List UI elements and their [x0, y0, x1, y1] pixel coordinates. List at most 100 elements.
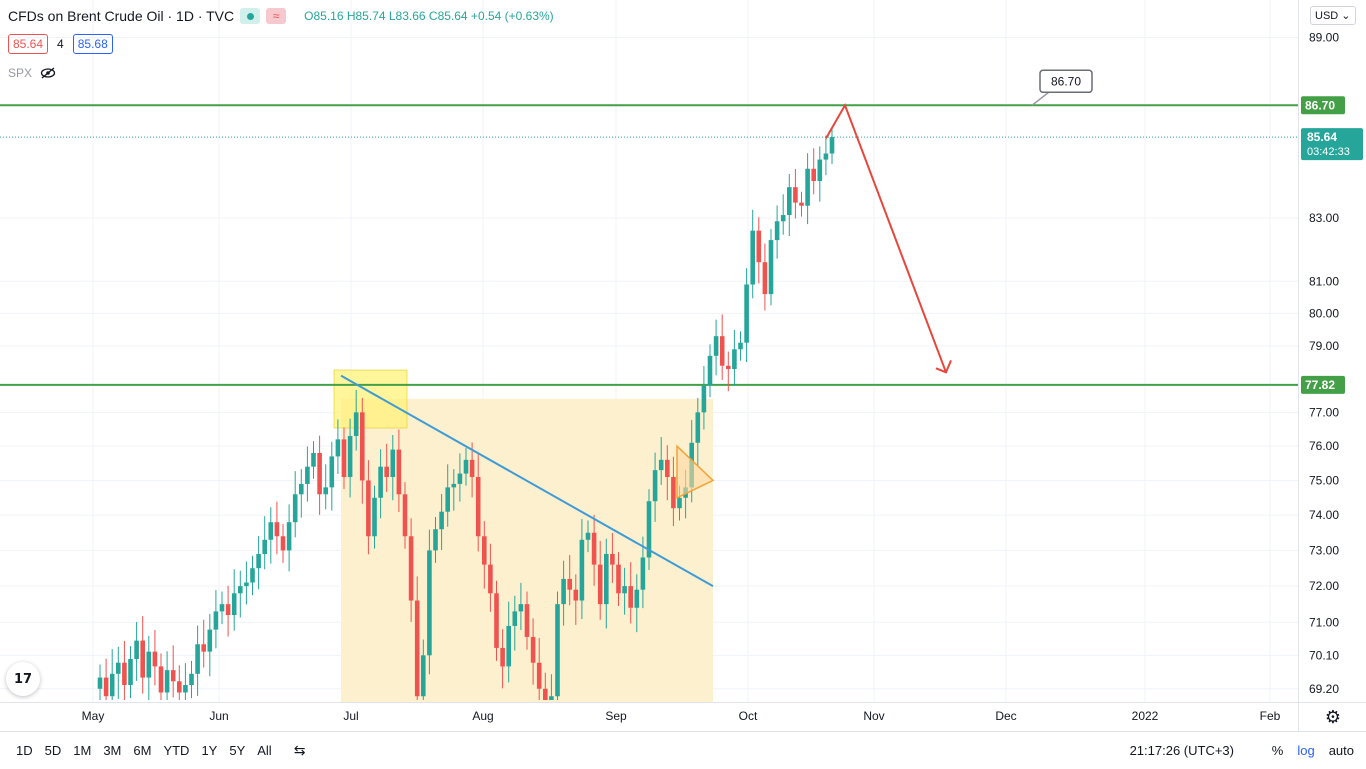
candle-body [774, 221, 780, 241]
candle-body [793, 187, 798, 203]
candle-body [201, 644, 206, 652]
candle-body [213, 611, 219, 630]
pennant-triangle [676, 444, 715, 499]
percent-scale-button[interactable]: % [1271, 743, 1284, 758]
candle-body [457, 473, 463, 484]
clock[interactable]: 21:17:26 (UTC+3) [1129, 743, 1234, 758]
candle-body [780, 215, 786, 222]
candle-body [353, 412, 359, 436]
timeframe-5d[interactable]: 5D [44, 743, 62, 758]
candle-body [829, 137, 835, 154]
timeframe-6m[interactable]: 6M [133, 743, 152, 758]
candle-body [652, 470, 658, 502]
timeframe-3m[interactable]: 3M [103, 743, 122, 758]
candle-body [512, 611, 518, 626]
time-axis-labels: May Jun Jul Aug Sep Oct Nov Dec 2022 Feb [82, 709, 1281, 723]
candle-body [427, 550, 432, 656]
candle-body [323, 487, 328, 495]
candle-body [536, 662, 542, 689]
candle-body [695, 412, 701, 443]
chart-canvas[interactable]: 86.70 [0, 0, 1298, 702]
candle-body [475, 477, 481, 537]
currency-select[interactable]: USD ⌄ [1310, 6, 1356, 25]
spread-value: 4 [57, 37, 64, 51]
price-tick-label: 79.00 [1309, 339, 1339, 353]
candle-body [134, 640, 139, 660]
candle-body [658, 459, 664, 471]
time-tick-label: Nov [863, 709, 884, 723]
candle-body [280, 536, 286, 551]
candle-body [225, 604, 231, 616]
candle-body [768, 240, 774, 295]
candle-body [164, 670, 170, 693]
candle-body [170, 670, 176, 682]
candle-body [317, 452, 322, 495]
candle-body [286, 522, 292, 551]
candle-body [787, 187, 792, 216]
candle-body [500, 647, 505, 667]
candle-body [469, 459, 475, 478]
eye-off-icon[interactable] [40, 67, 56, 79]
candle-body [347, 435, 353, 478]
tradingview-logo[interactable]: 𝟭𝟳 [6, 662, 40, 696]
candle-body [421, 655, 426, 697]
last-price-tag [1301, 128, 1363, 161]
timeframe-all[interactable]: All [257, 743, 272, 758]
chart-legend: CFDs on Brent Crude Oil · 1D · TVC ≈ O85… [8, 8, 554, 24]
timeframe-1y[interactable]: 1Y [201, 743, 218, 758]
price-tick-label: 72.00 [1309, 579, 1339, 593]
price-axis-labels: 69.20 70.10 71.00 72.00 73.00 74.00 75.00 76.00… [1301, 31, 1363, 696]
timeframe-5y[interactable]: 5Y [229, 743, 246, 758]
timeframe-1m[interactable]: 1M [73, 743, 92, 758]
time-tick-label: 2022 [1132, 709, 1159, 723]
price-tick-label: 73.00 [1309, 543, 1339, 557]
gear-icon[interactable]: ⚙ [1298, 702, 1366, 731]
candle-body [726, 365, 731, 370]
time-tick-label: Feb [1260, 709, 1281, 723]
candle-body [414, 600, 420, 697]
data-status-icon[interactable]: ≈ [266, 8, 287, 24]
candle-body [238, 586, 243, 594]
candle-body [451, 483, 457, 488]
candle-body [543, 688, 548, 700]
timeframe-ytd[interactable]: YTD [163, 743, 190, 758]
candle-body [116, 662, 121, 674]
callout-label: 86.70 [1051, 74, 1081, 88]
candle-body [634, 589, 640, 608]
price-tick-label: 74.00 [1309, 508, 1339, 522]
candle-body [244, 582, 249, 587]
candle-body [597, 564, 603, 605]
compare-icon[interactable]: ⇆ [293, 742, 306, 758]
candle-body [433, 529, 438, 551]
candle-body [482, 536, 487, 565]
price-tick-label: 69.20 [1309, 682, 1339, 696]
candle-body [311, 452, 316, 467]
candle-body [329, 456, 335, 488]
candle-body [299, 483, 304, 495]
candle-body [665, 459, 670, 478]
candle-body [811, 168, 816, 182]
candle-body [494, 593, 499, 648]
auto-scale-button[interactable]: auto [1328, 743, 1354, 758]
candle-body [610, 553, 615, 565]
forecast-arrow [825, 102, 947, 373]
timeframe-1d[interactable]: 1D [16, 743, 33, 758]
candle-body [518, 604, 524, 612]
candle-body [677, 497, 682, 509]
log-scale-button[interactable]: log [1297, 743, 1315, 758]
candle-body [103, 677, 109, 697]
candle-body [390, 449, 396, 478]
ask-price[interactable]: 85.68 [72, 34, 113, 54]
candle-body [762, 262, 768, 295]
bid-price[interactable]: 85.64 [8, 34, 49, 54]
market-status-icon[interactable] [240, 8, 261, 24]
compare-symbol[interactable]: SPX [8, 66, 33, 80]
symbol-title[interactable]: CFDs on Brent Crude Oil · 1D · TVC [8, 8, 235, 24]
drawings: 86.70 [340, 69, 1093, 587]
price-axis[interactable]: 69.20 70.10 71.00 72.00 73.00 74.00 75.00 76.00… [1298, 0, 1366, 702]
candle-body [713, 336, 719, 356]
candle-body [177, 681, 182, 693]
candle-body [719, 336, 725, 366]
price-tick-label: 76.00 [1309, 439, 1339, 453]
time-axis[interactable]: May Jun Jul Aug Sep Oct Nov Dec 2022 Feb [0, 702, 1298, 731]
